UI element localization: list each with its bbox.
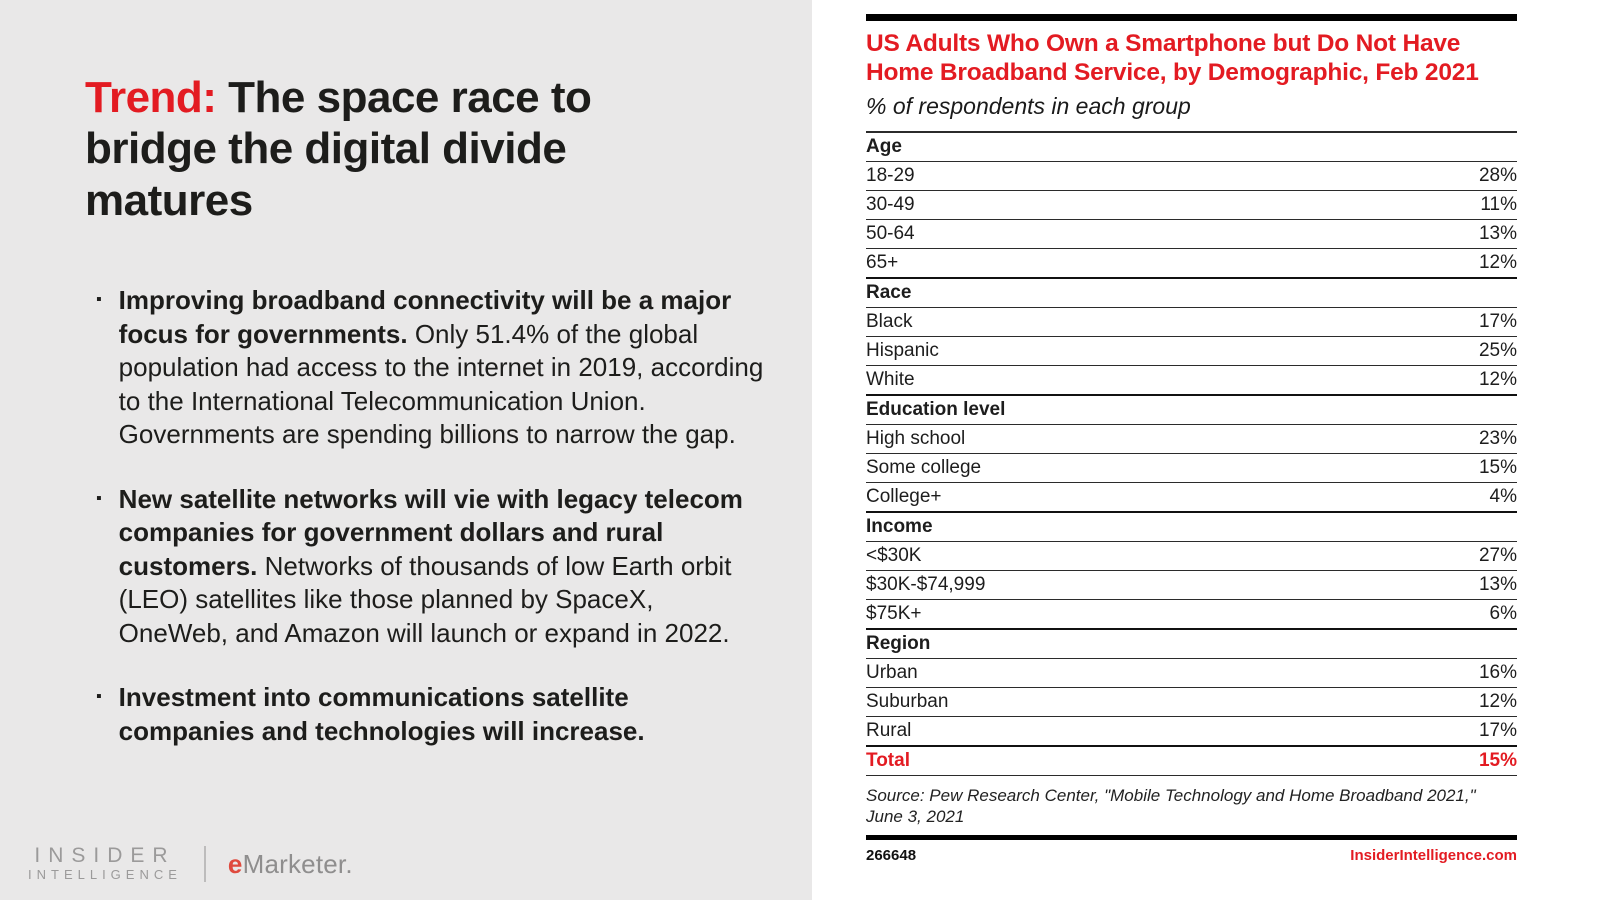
chart-source: Source: Pew Research Center, "Mobile Tec…: [866, 785, 1476, 827]
bullet-square-icon: ▪: [96, 291, 102, 308]
table-row-value: 12%: [1478, 251, 1517, 273]
table-row: High school 23%: [866, 425, 1517, 454]
table-row: 18-29 28%: [866, 162, 1517, 191]
table-row: $30K-$74,999 13%: [866, 571, 1517, 600]
slide-title-prefix: Trend:: [85, 73, 217, 122]
table-row-label: Hispanic: [866, 339, 939, 361]
table-row-value: 28%: [1478, 164, 1517, 186]
table-row-label: Black: [866, 310, 913, 332]
insider-intelligence-logo: INSIDER INTELLIGENCE: [28, 844, 182, 884]
table-row-value: 27%: [1478, 544, 1517, 566]
table-row-value: 17%: [1478, 719, 1517, 741]
emarketer-logo: eMarketer.: [228, 849, 353, 880]
table-row-label: 30-49: [866, 193, 915, 215]
table-row-label: 65+: [866, 251, 899, 273]
table-row: 65+ 12%: [866, 249, 1517, 279]
table-row: White 12%: [866, 366, 1517, 396]
insider-logo-line2: INTELLIGENCE: [28, 867, 182, 883]
chart-footer: 266648 InsiderIntelligence.com: [866, 847, 1517, 864]
chart-top-rule: [866, 14, 1517, 21]
table-row: Rural 17%: [866, 717, 1517, 747]
table-row-value: 16%: [1478, 661, 1517, 683]
insider-intelligence-link[interactable]: InsiderIntelligence.com: [1350, 847, 1517, 865]
table-row-value: 23%: [1478, 427, 1517, 449]
bullet-item: ▪ Improving broadband connectivity will b…: [96, 284, 768, 452]
chart-title: US Adults Who Own a Smartphone but Do No…: [866, 30, 1479, 86]
demographic-table: Age 18-29 28% 30-49 11% 50-64 13% 65+ 12% Race Bla…: [866, 130, 1517, 776]
table-row-value: 4%: [1489, 485, 1517, 507]
table-row: Hispanic 25%: [866, 337, 1517, 366]
chart-subtitle: % of respondents in each group: [866, 92, 1191, 119]
table-section-header-label: Age: [866, 135, 902, 157]
table-section-header: Education level: [866, 396, 1517, 425]
table-row-value: 12%: [1478, 690, 1517, 712]
emarketer-logo-e: e: [227, 848, 243, 879]
table-total-row: Total 15%: [866, 747, 1517, 776]
table-row-label: $30K-$74,999: [866, 573, 986, 595]
table-row-value: 11%: [1480, 193, 1517, 215]
table-row: $75K+ 6%: [866, 600, 1517, 630]
table-row-value: 15%: [1478, 456, 1517, 478]
table-row-value: 17%: [1478, 310, 1517, 332]
table-row: Black 17%: [866, 308, 1517, 337]
table-row-label: High school: [866, 427, 966, 449]
bullet-text: New satellite networks will vie with leg…: [118, 483, 743, 648]
left-panel: Trend: The space race to bridge the digi…: [0, 0, 812, 900]
table-row-label: Some college: [866, 456, 982, 478]
table-section-header: Race: [866, 279, 1517, 308]
bullet-square-icon: ▪: [96, 688, 102, 706]
table-row: 50-64 13%: [866, 220, 1517, 249]
table-row-label: $75K+: [866, 602, 922, 624]
table-row-label: 18-29: [866, 164, 915, 186]
table-row-value: 12%: [1478, 368, 1517, 390]
emarketer-logo-rest: Marketer.: [242, 848, 353, 879]
table-row-value: 6%: [1489, 602, 1517, 624]
table-section-header-label: Race: [866, 281, 912, 303]
table-row-label: White: [866, 368, 915, 390]
table-row-value: 13%: [1478, 222, 1517, 244]
insider-logo-line1: INSIDER: [34, 844, 176, 868]
table-row-value: 25%: [1478, 339, 1517, 361]
table-section-header: Age: [866, 133, 1517, 162]
table-row-label: 50-64: [866, 222, 915, 244]
table-row: Suburban 12%: [866, 688, 1517, 717]
table-section-header: Income: [866, 513, 1517, 542]
bullet-list: ▪ Improving broadband connectivity will b…: [96, 284, 768, 779]
table-total-row-label: Total: [866, 749, 910, 771]
table-row-value: 13%: [1478, 573, 1517, 595]
table-row: College+ 4%: [866, 483, 1517, 513]
table-section-header: Region: [866, 630, 1517, 659]
table-row: Some college 15%: [866, 454, 1517, 483]
table-row-label: College+: [866, 485, 942, 507]
chart-bottom-rule: [866, 835, 1517, 841]
slide-title-rest: The space race to bridge the digital div…: [85, 73, 592, 225]
table-row-label: Rural: [866, 719, 912, 741]
bullet-square-icon: ▪: [96, 489, 102, 507]
bullet-text: Improving broadband connectivity will be…: [118, 285, 764, 450]
bullet-item: ▪ Investment into communications satellit…: [96, 681, 768, 748]
brand-logos: INSIDER INTELLIGENCE eMarketer.: [28, 844, 353, 884]
chart-exhibit: US Adults Who Own a Smartphone but Do No…: [866, 14, 1517, 864]
table-row-label: Suburban: [866, 690, 949, 712]
logo-divider: [203, 846, 206, 882]
table-row-label: Urban: [866, 661, 918, 683]
chart-id-number: 266648: [866, 847, 917, 865]
table-section-header-label: Region: [866, 632, 931, 654]
bullet-text: Investment into communications satellite…: [118, 682, 645, 746]
table-row: Urban 16%: [866, 659, 1517, 688]
slide-title: Trend: The space race to bridge the digi…: [85, 72, 685, 226]
table-row: 30-49 11%: [866, 191, 1517, 220]
table-row: <$30K 27%: [866, 542, 1517, 571]
table-total-row-value: 15%: [1478, 749, 1517, 771]
bullet-item: ▪ New satellite networks will vie with le…: [96, 483, 768, 651]
table-row-label: <$30K: [866, 544, 922, 566]
table-section-header-label: Education level: [866, 398, 1006, 420]
table-section-header-label: Income: [866, 515, 933, 537]
